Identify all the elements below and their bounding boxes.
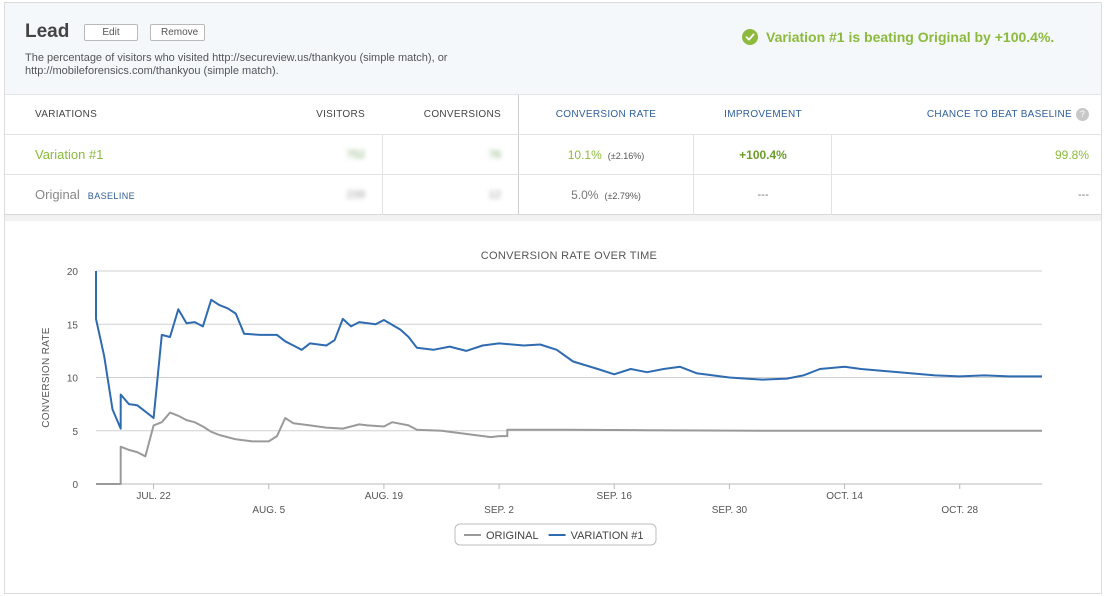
series-line <box>96 411 1042 485</box>
help-icon[interactable]: ? <box>1076 107 1089 121</box>
conversions-cell: 76 <box>381 135 501 175</box>
edit-button[interactable]: Edit <box>84 24 138 41</box>
y-tick-label: 15 <box>67 320 79 331</box>
conversion-rate-value: 10.1% <box>567 148 602 162</box>
visitors-value: 239 <box>346 189 365 201</box>
conversion-rate-chart: CONVERSION RATE OVER TIME CONVERSION RATE… <box>41 250 1042 546</box>
legend-label: ORIGINAL <box>486 530 539 542</box>
improvement-cell: +100.4% <box>695 135 831 175</box>
chance-value: 99.8% <box>1054 148 1089 162</box>
variation-name[interactable]: Variation #1 <box>35 135 103 175</box>
remove-button[interactable]: Remove <box>150 24 205 41</box>
checkmark-icon <box>742 29 758 45</box>
variation-name-label: Variation #1 <box>35 147 104 162</box>
table-divider <box>831 135 832 215</box>
chart-card: CONVERSION RATE OVER TIME CONVERSION RATE… <box>5 221 1101 593</box>
x-tick-label: AUG. 19 <box>365 491 404 502</box>
goal-title: Lead <box>25 21 70 42</box>
table-divider <box>518 95 519 215</box>
series-line <box>95 271 1042 430</box>
x-tick-label: SEP. 30 <box>712 505 748 516</box>
chart-area: CONVERSION RATE OVER TIME CONVERSION RATE… <box>5 215 1101 593</box>
x-tick-label: SEP. 16 <box>597 491 633 502</box>
x-tick-label: SEP. 2 <box>484 505 514 516</box>
conversions-value: 76 <box>488 149 501 161</box>
improvement-value: +100.4% <box>739 148 787 162</box>
conversion-rate-interval: (±2.79%) <box>604 191 641 201</box>
goal-header: Lead Edit Remove The percentage of visit… <box>5 3 1101 95</box>
table-header-row: VARIATIONS VISITORS CONVERSIONS CONVERSI… <box>5 95 1101 135</box>
col-header-conversion-rate[interactable]: CONVERSION RATE <box>555 109 657 120</box>
chance-value: --- <box>1078 189 1089 201</box>
y-tick-label: 10 <box>67 374 79 385</box>
col-header-variations[interactable]: VARIATIONS <box>35 109 98 120</box>
y-tick-label: 20 <box>67 267 79 278</box>
x-tick-label: OCT. 14 <box>826 491 863 502</box>
x-tick-label: AUG. 5 <box>252 505 285 516</box>
y-tick-label: 0 <box>72 480 78 491</box>
col-header-improvement[interactable]: IMPROVEMENT <box>724 109 802 120</box>
visitors-cell: 239 <box>281 175 365 215</box>
conversions-cell: 12 <box>381 175 501 215</box>
conversion-rate-value: 5.0% <box>571 188 599 202</box>
chance-cell: 99.8% <box>833 135 1089 175</box>
table-divider <box>382 135 383 215</box>
table-divider <box>693 135 694 215</box>
conversions-value: 12 <box>488 189 501 201</box>
table-row: Variation #1 752 76 10.1% (±2.16%) +100.4… <box>5 135 1101 175</box>
visitors-cell: 752 <box>281 135 365 175</box>
visitors-value: 752 <box>346 149 365 161</box>
goal-description: The percentage of visitors who visited h… <box>25 52 448 77</box>
x-tick-label: JUL. 22 <box>136 491 171 502</box>
col-header-chance-label: CHANCE TO BEAT BASELINE <box>926 109 1072 120</box>
variation-name-label: Original <box>35 187 80 202</box>
verdict-text: Variation #1 is beating Original by +100… <box>766 29 1055 45</box>
conversion-rate-cell: 5.0% (±2.79%) <box>519 175 693 215</box>
col-header-conversions[interactable]: CONVERSIONS <box>423 109 501 120</box>
x-tick-label: OCT. 28 <box>941 505 978 516</box>
chart-title: CONVERSION RATE OVER TIME <box>481 250 657 262</box>
variation-name[interactable]: Original BASELINE <box>35 175 135 215</box>
col-header-chance[interactable]: CHANCE TO BEAT BASELINE? <box>833 95 1089 135</box>
improvement-value: --- <box>757 189 769 201</box>
conversion-rate-interval: (±2.16%) <box>607 151 645 161</box>
baseline-badge: BASELINE <box>87 191 136 201</box>
y-tick-label: 5 <box>72 427 78 438</box>
y-axis-label: CONVERSION RATE <box>41 327 52 427</box>
chance-cell: --- <box>833 175 1089 215</box>
legend-label: VARIATION #1 <box>571 530 644 542</box>
table-row: Original BASELINE 239 12 5.0% (±2.79%) ---… <box>5 175 1101 215</box>
experiment-goal-panel: Lead Edit Remove The percentage of visit… <box>4 2 1102 594</box>
conversion-rate-cell: 10.1% (±2.16%) <box>519 135 693 175</box>
results-table: VARIATIONS VISITORS CONVERSIONS CONVERSI… <box>5 95 1101 215</box>
improvement-cell: --- <box>695 175 831 215</box>
col-header-visitors[interactable]: VISITORS <box>316 109 365 120</box>
